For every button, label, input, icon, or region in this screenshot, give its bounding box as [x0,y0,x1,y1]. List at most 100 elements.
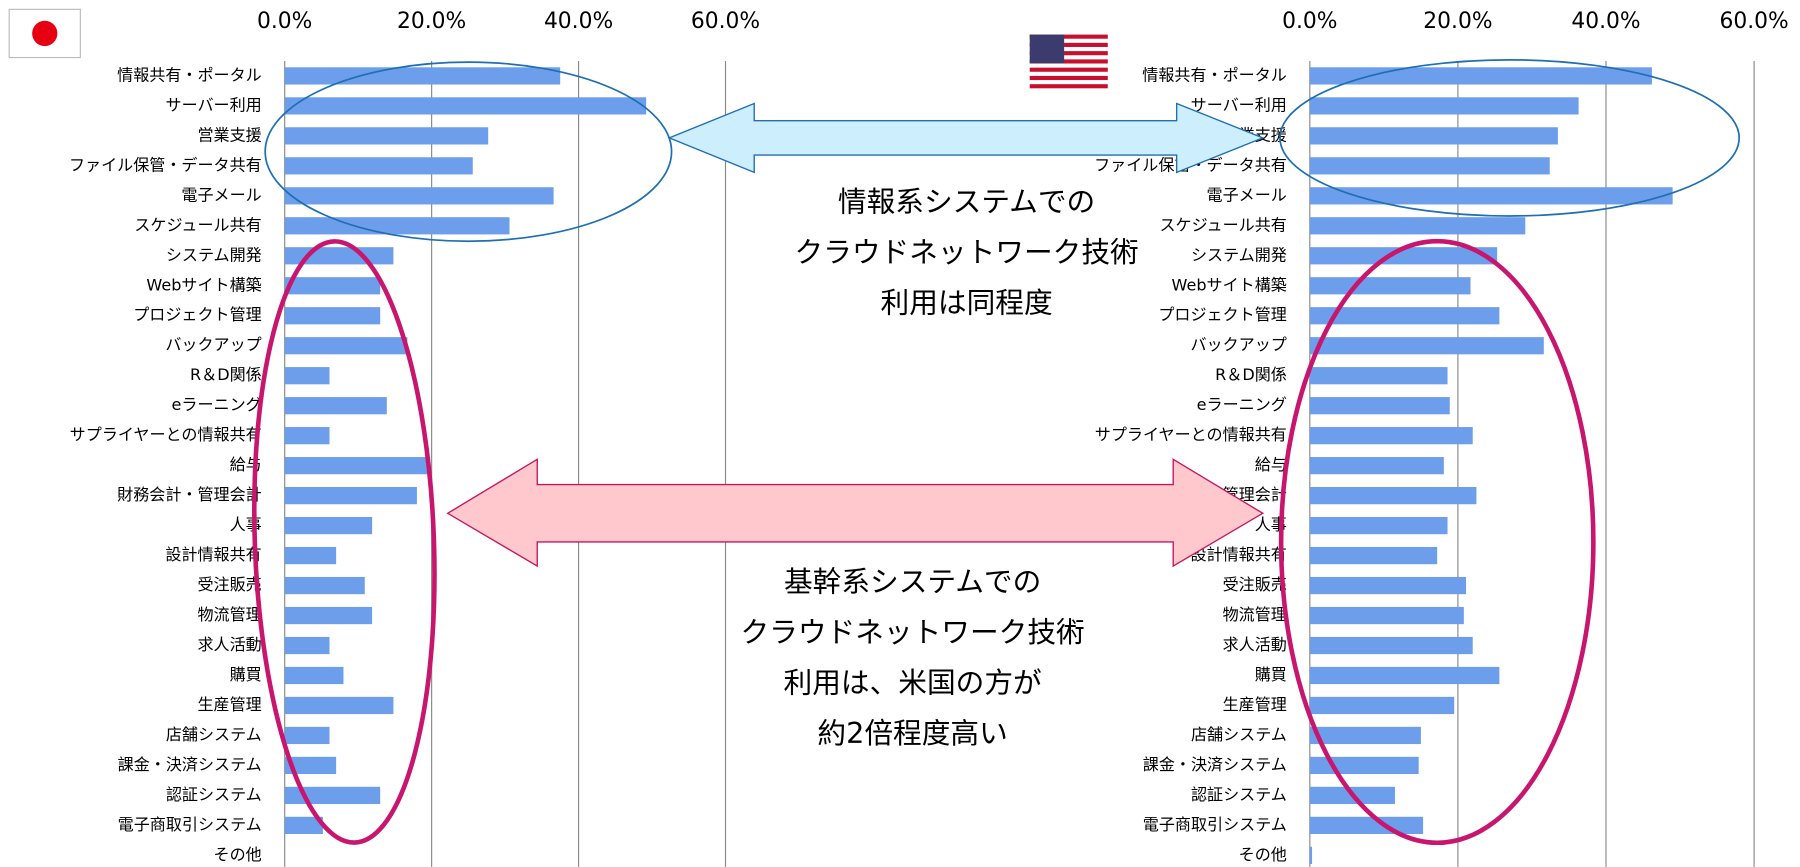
bar [284,487,417,505]
y-tick-label: 求人活動 [197,635,261,654]
bar [1309,97,1579,115]
bar [284,606,373,625]
y-tick-label: その他 [214,845,262,864]
y-tick-label: 受注販売 [197,575,261,594]
us-flag [1029,34,1108,89]
y-tick-label: プロジェクト管理 [1158,305,1287,324]
y-tick-label: 情報共有・ポータル [117,65,262,84]
bar [1309,157,1550,175]
y-tick-label: バックアップ [1190,335,1286,354]
y-tick-label: 情報共有・ポータル [1142,65,1287,84]
x-tick-label: 0.0% [1282,9,1337,34]
bar [284,217,510,235]
y-tick-label: 電子メール [1207,185,1287,204]
bar [1309,217,1526,235]
bar [1309,337,1544,355]
y-tick-label: R＆D関係 [1215,365,1287,384]
bar [284,127,489,145]
bar [284,457,431,475]
annotation: 基幹系システムでの [784,564,1041,598]
y-tick-label: バックアップ [165,335,261,354]
y-tick-label: サーバー利用 [166,95,262,114]
annotation: クラウドネットワーク技術 [741,615,1085,649]
y-tick-label: 課金・決済システム [1143,755,1287,774]
bar [284,97,647,115]
y-tick-label: 認証システム [1191,785,1287,804]
bar [1309,696,1455,715]
y-tick-label: 財務会計・管理会計 [117,485,262,504]
y-tick-label: 店舗システム [166,725,262,744]
bar [1309,576,1467,595]
y-tick-label: サーバー利用 [1191,95,1287,114]
bar [1309,427,1473,445]
annotation: クラウドネットワーク技術 [794,235,1138,269]
bar [284,636,330,655]
y-tick-label: サプライヤーとの情報共有 [70,425,262,444]
bar [1309,127,1558,145]
bar [1309,367,1448,385]
bar [1309,636,1473,655]
y-tick-label: 購買 [1255,665,1287,684]
annotation: 約2倍程度高い [817,716,1007,750]
bar [284,726,330,745]
y-tick-label: 設計情報共有 [1190,545,1286,564]
y-tick-label: システム開発 [1191,245,1287,264]
bar [284,666,344,685]
y-tick-label: eラーニング [172,395,262,414]
bar [284,277,381,295]
y-tick-label: その他 [1239,845,1287,864]
bar [1309,546,1438,565]
y-tick-label: 求人活動 [1223,635,1287,654]
blue-ellipse [1279,58,1741,217]
y-tick-label: 店舗システム [1191,725,1287,744]
y-tick-label: 設計情報共有 [165,545,261,564]
bar [284,696,394,715]
bar [284,816,323,835]
bar [1309,666,1500,685]
bar [1309,457,1444,475]
x-tick-label: 20.0% [1423,9,1492,34]
bar [1309,606,1464,625]
y-tick-label: eラーニング [1197,395,1287,414]
blue-arrow [667,102,1265,174]
bar [284,397,387,415]
y-tick-label: スケジュール共有 [1159,215,1286,234]
pink-ellipse [251,239,437,845]
bar [1309,247,1498,265]
x-tick-label: 40.0% [1571,9,1640,34]
y-tick-label: システム開発 [166,245,262,264]
y-tick-label: 物流管理 [1223,605,1287,624]
bar [284,307,381,325]
y-tick-label: 購買 [230,665,262,684]
bar [284,157,473,175]
bar [1309,726,1421,745]
y-tick-label: 物流管理 [197,605,261,624]
bar [1309,397,1450,415]
y-tick-label: ファイル保管・データ共有 [69,155,262,174]
bar [284,367,330,385]
japan-flag-disc [32,20,58,47]
y-tick-label: 給与 [1255,455,1287,474]
bar [1309,516,1448,535]
y-tick-label: 人事 [1255,515,1287,534]
y-tick-label: 課金・決済システム [118,755,262,774]
annotations: 情報系システムでのクラウドネットワーク技術利用は同程度基幹系システムでのクラウド… [741,184,1139,750]
bar [1309,846,1313,864]
bar [1309,487,1477,505]
blue-ellipse [264,61,673,243]
x-tick-label: 0.0% [257,9,312,34]
y-tick-label: 受注販売 [1223,575,1287,594]
x-tick-label: 20.0% [397,9,466,34]
pink-ellipse [1278,238,1596,846]
bar [1309,277,1471,295]
y-tick-label: 認証システム [166,785,262,804]
annotation: 利用は、米国の方が [784,665,1042,699]
x-tick-label: 60.0% [691,9,760,34]
bar [284,67,561,85]
x-tick-label: 40.0% [544,9,613,34]
y-tick-label: 電子商取引システム [118,815,262,834]
bar [284,187,554,205]
y-tick-label: 生産管理 [1223,695,1287,714]
bar [1309,756,1419,775]
bar [1309,187,1673,205]
